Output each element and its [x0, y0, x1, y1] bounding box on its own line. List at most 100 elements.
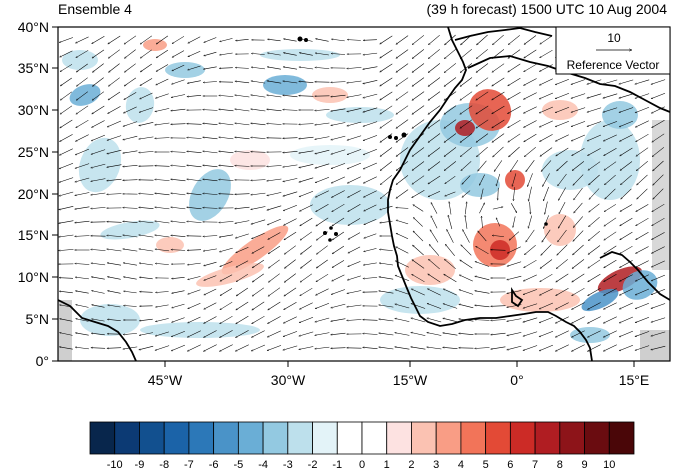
wind-vector: [203, 179, 218, 182]
wind-vector: [380, 63, 393, 73]
wind-vector: [268, 287, 281, 297]
wind-vector: [558, 173, 567, 186]
wind-vector: [59, 234, 74, 237]
wind-vector: [140, 35, 153, 45]
wind-vector: [188, 51, 201, 57]
wind-vector: [651, 79, 666, 85]
wind-vector: [396, 175, 409, 184]
wind-vector: [460, 91, 473, 101]
wind-vector: [267, 330, 281, 338]
wind-vector: [571, 93, 586, 99]
wind-vector: [396, 232, 409, 240]
wind-vector: [587, 134, 602, 142]
wind-vector: [171, 317, 185, 323]
wind-vector: [427, 288, 441, 296]
colorbar-swatch: [237, 421, 264, 455]
wind-vector: [108, 305, 121, 308]
wind-vector: [460, 105, 473, 115]
wind-vector: [492, 133, 505, 143]
wind-vector: [555, 134, 569, 142]
wind-vector: [268, 273, 280, 283]
wind-vector: [380, 133, 393, 143]
wind-vector: [572, 259, 585, 268]
colorbar-tick-label: 5: [483, 459, 489, 471]
wind-vector: [476, 77, 489, 87]
wind-vector: [446, 229, 454, 243]
wind-vector: [513, 216, 516, 227]
wind-vector: [123, 165, 138, 166]
wind-vector: [155, 122, 170, 125]
wind-vector: [603, 344, 617, 352]
wind-vector: [107, 235, 122, 237]
wind-vector: [635, 302, 650, 310]
wind-vector: [220, 38, 233, 41]
wind-vector: [507, 318, 522, 322]
wind-vector: [620, 147, 633, 157]
wind-vector: [363, 40, 377, 41]
wind-vector: [508, 133, 521, 143]
wind-vector: [396, 220, 409, 225]
wind-vector: [637, 188, 648, 199]
wind-vector: [587, 302, 601, 310]
wind-vector: [203, 248, 217, 251]
wind-vector: [396, 119, 409, 129]
wind-vector: [364, 248, 377, 251]
wind-vector: [379, 333, 394, 336]
colorbar-swatch: [509, 421, 536, 455]
lon-tick-label: 30°W: [271, 372, 306, 388]
wind-vector: [203, 193, 218, 195]
wind-vector: [635, 260, 649, 268]
wind-vector: [364, 204, 377, 212]
wind-vector: [459, 319, 474, 322]
wind-vector: [460, 133, 473, 143]
wind-vector: [331, 176, 346, 184]
wind-vector: [299, 204, 313, 212]
wind-vector: [315, 67, 330, 69]
wind-vector: [603, 288, 617, 296]
anomaly-patch: [310, 185, 390, 225]
wind-vector: [156, 64, 169, 72]
wind-vector: [651, 303, 666, 309]
wind-vector: [604, 274, 617, 282]
wind-vector: [491, 332, 506, 335]
wind-vector: [445, 175, 456, 185]
wind-vector: [60, 77, 72, 87]
wind-vector: [300, 259, 312, 269]
wind-vector: [331, 149, 346, 155]
wind-vector: [75, 291, 89, 294]
wind-vector: [268, 259, 280, 268]
wind-vector: [300, 287, 313, 297]
wind-vector: [412, 245, 424, 256]
wind-vector: [636, 232, 649, 240]
wind-vector: [107, 120, 122, 128]
wind-vector: [75, 333, 89, 336]
wind-vector: [219, 247, 233, 252]
wind-vector: [651, 260, 665, 268]
anomaly-patch: [125, 87, 155, 123]
wind-vector: [283, 67, 298, 70]
wind-vector: [588, 161, 601, 171]
wind-vector: [92, 49, 105, 59]
anomaly-patch: [143, 39, 167, 51]
wind-vector: [363, 320, 378, 321]
wind-vector: [526, 160, 535, 172]
wind-vector: [619, 274, 633, 282]
wind-vector: [139, 263, 153, 266]
missing-data-region: [640, 330, 670, 361]
wind-vector: [444, 161, 457, 170]
wind-vector: [268, 232, 281, 240]
lon-tick-label: 45°W: [148, 372, 183, 388]
wind-vector: [187, 80, 201, 84]
wind-vector: [123, 208, 138, 209]
wind-vector: [316, 259, 328, 269]
wind-vector: [315, 177, 330, 182]
wind-vector: [92, 63, 104, 73]
wind-vector: [444, 77, 457, 87]
wind-vector: [203, 81, 217, 83]
wind-vector: [539, 316, 554, 324]
wind-vector: [331, 94, 346, 97]
wind-vector: [429, 244, 440, 256]
anomaly-patch: [290, 145, 370, 165]
wind-vector: [428, 49, 440, 58]
wind-vector: [525, 229, 535, 242]
